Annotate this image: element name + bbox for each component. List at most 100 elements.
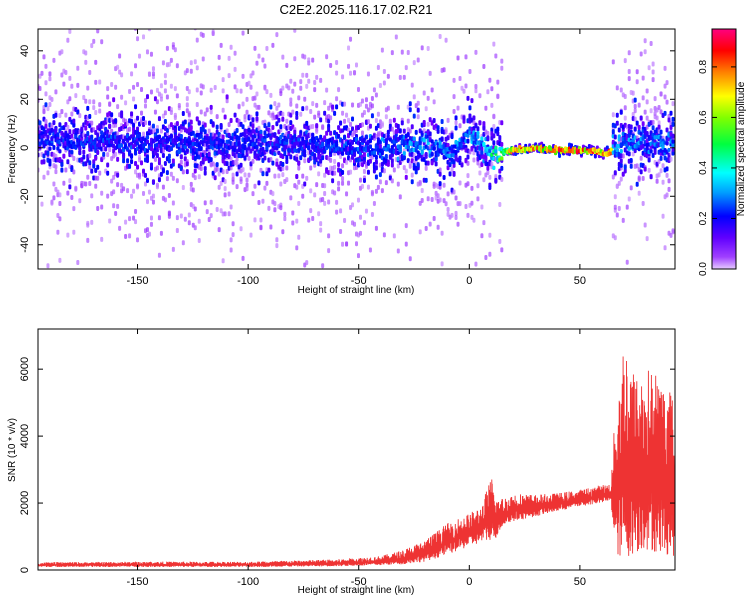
spectrogram-cell — [52, 195, 56, 201]
spectrogram-cell — [142, 168, 146, 174]
spectrogram-cell — [227, 132, 231, 138]
spectrogram-cell — [124, 233, 128, 239]
spectrogram-cell — [193, 59, 197, 65]
snr-x-label: Height of straight line (km) — [298, 585, 415, 596]
spectrogram-cell — [349, 70, 353, 76]
spectrogram-cell — [279, 181, 283, 187]
spectrogram-cell — [261, 198, 265, 204]
spectrogram-cell — [628, 293, 631, 298]
spectrogram-cell — [145, 199, 149, 205]
spectrogram-cell — [651, 69, 655, 75]
spectrogram-cell — [241, 73, 245, 79]
spectrogram-cell — [418, 140, 422, 145]
spectrogram-cell — [116, 203, 120, 209]
spectrogram-cell — [187, 212, 191, 218]
spectrogram-cell — [500, 65, 504, 71]
spectrogram-cell — [68, 184, 72, 190]
spectrogram-cell — [64, 167, 68, 173]
spectrogram-cell — [345, 112, 349, 118]
spectrogram-cell — [500, 247, 504, 253]
spectrogram-cell — [329, 115, 333, 121]
spectrogram-cell — [374, 159, 378, 165]
spectrogram-cell — [368, 138, 373, 144]
spectrogram-cell — [243, 155, 247, 161]
spectrogram-cell — [410, 82, 414, 88]
spectrogram-cell — [94, 110, 98, 116]
spectrogram-cell — [86, 131, 90, 137]
spectrogram-cell — [235, 88, 239, 94]
spectrogram-cell — [623, 58, 627, 64]
spectrogram-cell — [613, 170, 617, 176]
spectrogram-cell — [165, 45, 169, 51]
spectrogram-cell — [62, 153, 66, 159]
spectrogram-cell — [418, 179, 422, 185]
spectrogram-cell — [488, 77, 492, 83]
spectrogram-cell — [122, 186, 126, 192]
spectrogram-cell — [633, 126, 637, 132]
spectrogram-cell — [619, 87, 623, 93]
spectrogram-cell — [352, 151, 357, 157]
spectrogram-cell — [333, 164, 337, 170]
spectrogram-cell — [460, 162, 464, 168]
spectrogram-cell — [92, 105, 96, 111]
spectrogram-cell — [203, 111, 207, 117]
spectrogram-cell — [297, 179, 301, 185]
spectrogram-cell — [245, 177, 249, 183]
spectrogram-cell — [486, 165, 490, 171]
spectrogram-cell — [229, 204, 233, 210]
spectrogram-cell — [641, 95, 645, 101]
spectrogram-cell — [450, 167, 454, 173]
spectrogram-cell — [611, 59, 615, 65]
spectrogram-cell — [189, 181, 193, 187]
spectrogram-cell — [208, 11, 211, 16]
spectrogram-cell — [235, 127, 239, 133]
spectrogram-cell — [173, 86, 177, 92]
spectrogram-cell — [482, 121, 486, 127]
spectrogram-cell — [255, 144, 259, 150]
spectrogram-cell — [98, 170, 102, 176]
spectrogram-cell — [116, 156, 120, 162]
spectrogram-cell — [221, 134, 225, 140]
spectrogram-cell — [613, 134, 617, 140]
spectrogram-cell — [398, 144, 402, 150]
spectrogram-cell — [466, 133, 470, 138]
spectrogram-cell — [390, 158, 394, 164]
spectrogram-cell — [364, 103, 368, 109]
spectrogram-cell — [285, 62, 289, 68]
spectrogram-cell — [629, 124, 633, 130]
spectrogram-cell — [100, 204, 104, 210]
spectrogram-cell — [335, 199, 339, 205]
spectrogram-cell — [185, 96, 189, 102]
spectrogram-cell — [645, 99, 649, 105]
spectrogram-cell — [671, 121, 675, 127]
spectrogram-cell — [207, 147, 211, 153]
spectrogram-cell — [235, 156, 239, 162]
spectrogram-cell — [275, 105, 279, 111]
spectrogram-cell — [281, 85, 285, 91]
spectrogram-cell — [253, 45, 257, 51]
spectrogram-cell — [259, 217, 263, 223]
spectrogram-cell — [269, 224, 273, 230]
spectrogram-cell — [356, 197, 360, 203]
spectrogram-cell — [255, 91, 259, 97]
spectrogram-cell — [382, 168, 386, 174]
spectrogram-cell — [430, 197, 434, 203]
spectrogram-cell — [68, 129, 72, 135]
spectrogram-cell — [255, 116, 259, 122]
spectrogram-cell — [217, 184, 221, 190]
spectrogram-cell — [619, 148, 623, 154]
spectrogram-cell — [347, 180, 351, 186]
spectrogram-cell — [347, 45, 351, 51]
spectrogram-cell — [488, 148, 492, 153]
spectrogram-cell — [659, 129, 663, 135]
spectrogram-cell — [319, 117, 323, 123]
spectrogram-cell — [130, 193, 134, 199]
spectrogram-cell — [229, 237, 233, 243]
spectrogram-cell — [611, 129, 615, 135]
spectrogram-cell — [635, 181, 639, 187]
spectrogram-cell — [183, 145, 187, 150]
spectrogram-cell — [623, 115, 627, 121]
spectrogram-cell — [153, 109, 157, 115]
spectrogram-cell — [134, 104, 138, 110]
spectrogram-cell — [297, 137, 301, 142]
